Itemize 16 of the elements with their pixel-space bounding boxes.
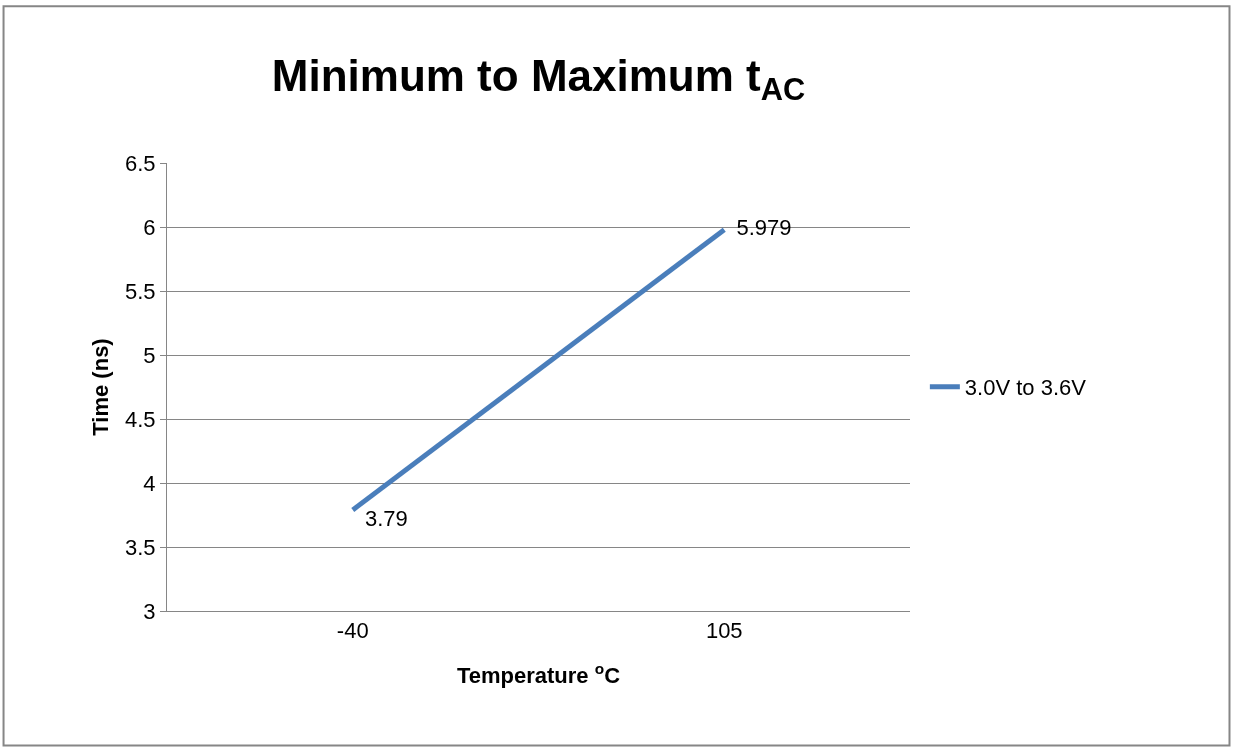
data-label: 3.79	[352, 506, 408, 532]
x-tick-label: -40	[336, 618, 369, 644]
y-tick-label: 3.5	[125, 534, 156, 560]
x-axis-title: Temperature $^{o}$C	[456, 660, 621, 689]
y-tick-label: 5.5	[125, 278, 156, 304]
y-tick-label: 4	[143, 470, 156, 496]
y-axis-title: Time (ns)	[87, 338, 113, 436]
y-tick-label: 3	[143, 598, 156, 624]
y-tick-label: 4.5	[125, 406, 156, 432]
y-tick-label: 6.5	[125, 150, 156, 176]
y-tick-label: 5	[143, 342, 156, 368]
y-tick-label: 6	[143, 214, 156, 240]
chart-title: Minimum to Maximum t$_{AC}$	[271, 50, 806, 107]
x-tick-label: 105	[705, 618, 743, 644]
legend-label: 3.0V to 3.6V	[964, 375, 1087, 401]
data-label: 5.979	[724, 215, 792, 241]
